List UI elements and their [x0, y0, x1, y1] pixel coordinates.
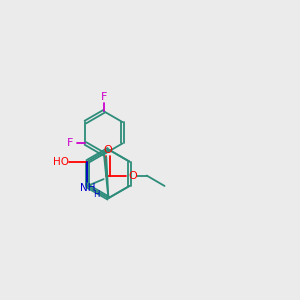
Text: F: F [101, 92, 107, 101]
Text: F: F [67, 139, 73, 148]
Text: HO: HO [52, 157, 68, 166]
Text: O: O [128, 171, 137, 181]
Text: O: O [104, 145, 112, 155]
Text: NH: NH [80, 183, 95, 193]
Text: H: H [94, 190, 100, 199]
